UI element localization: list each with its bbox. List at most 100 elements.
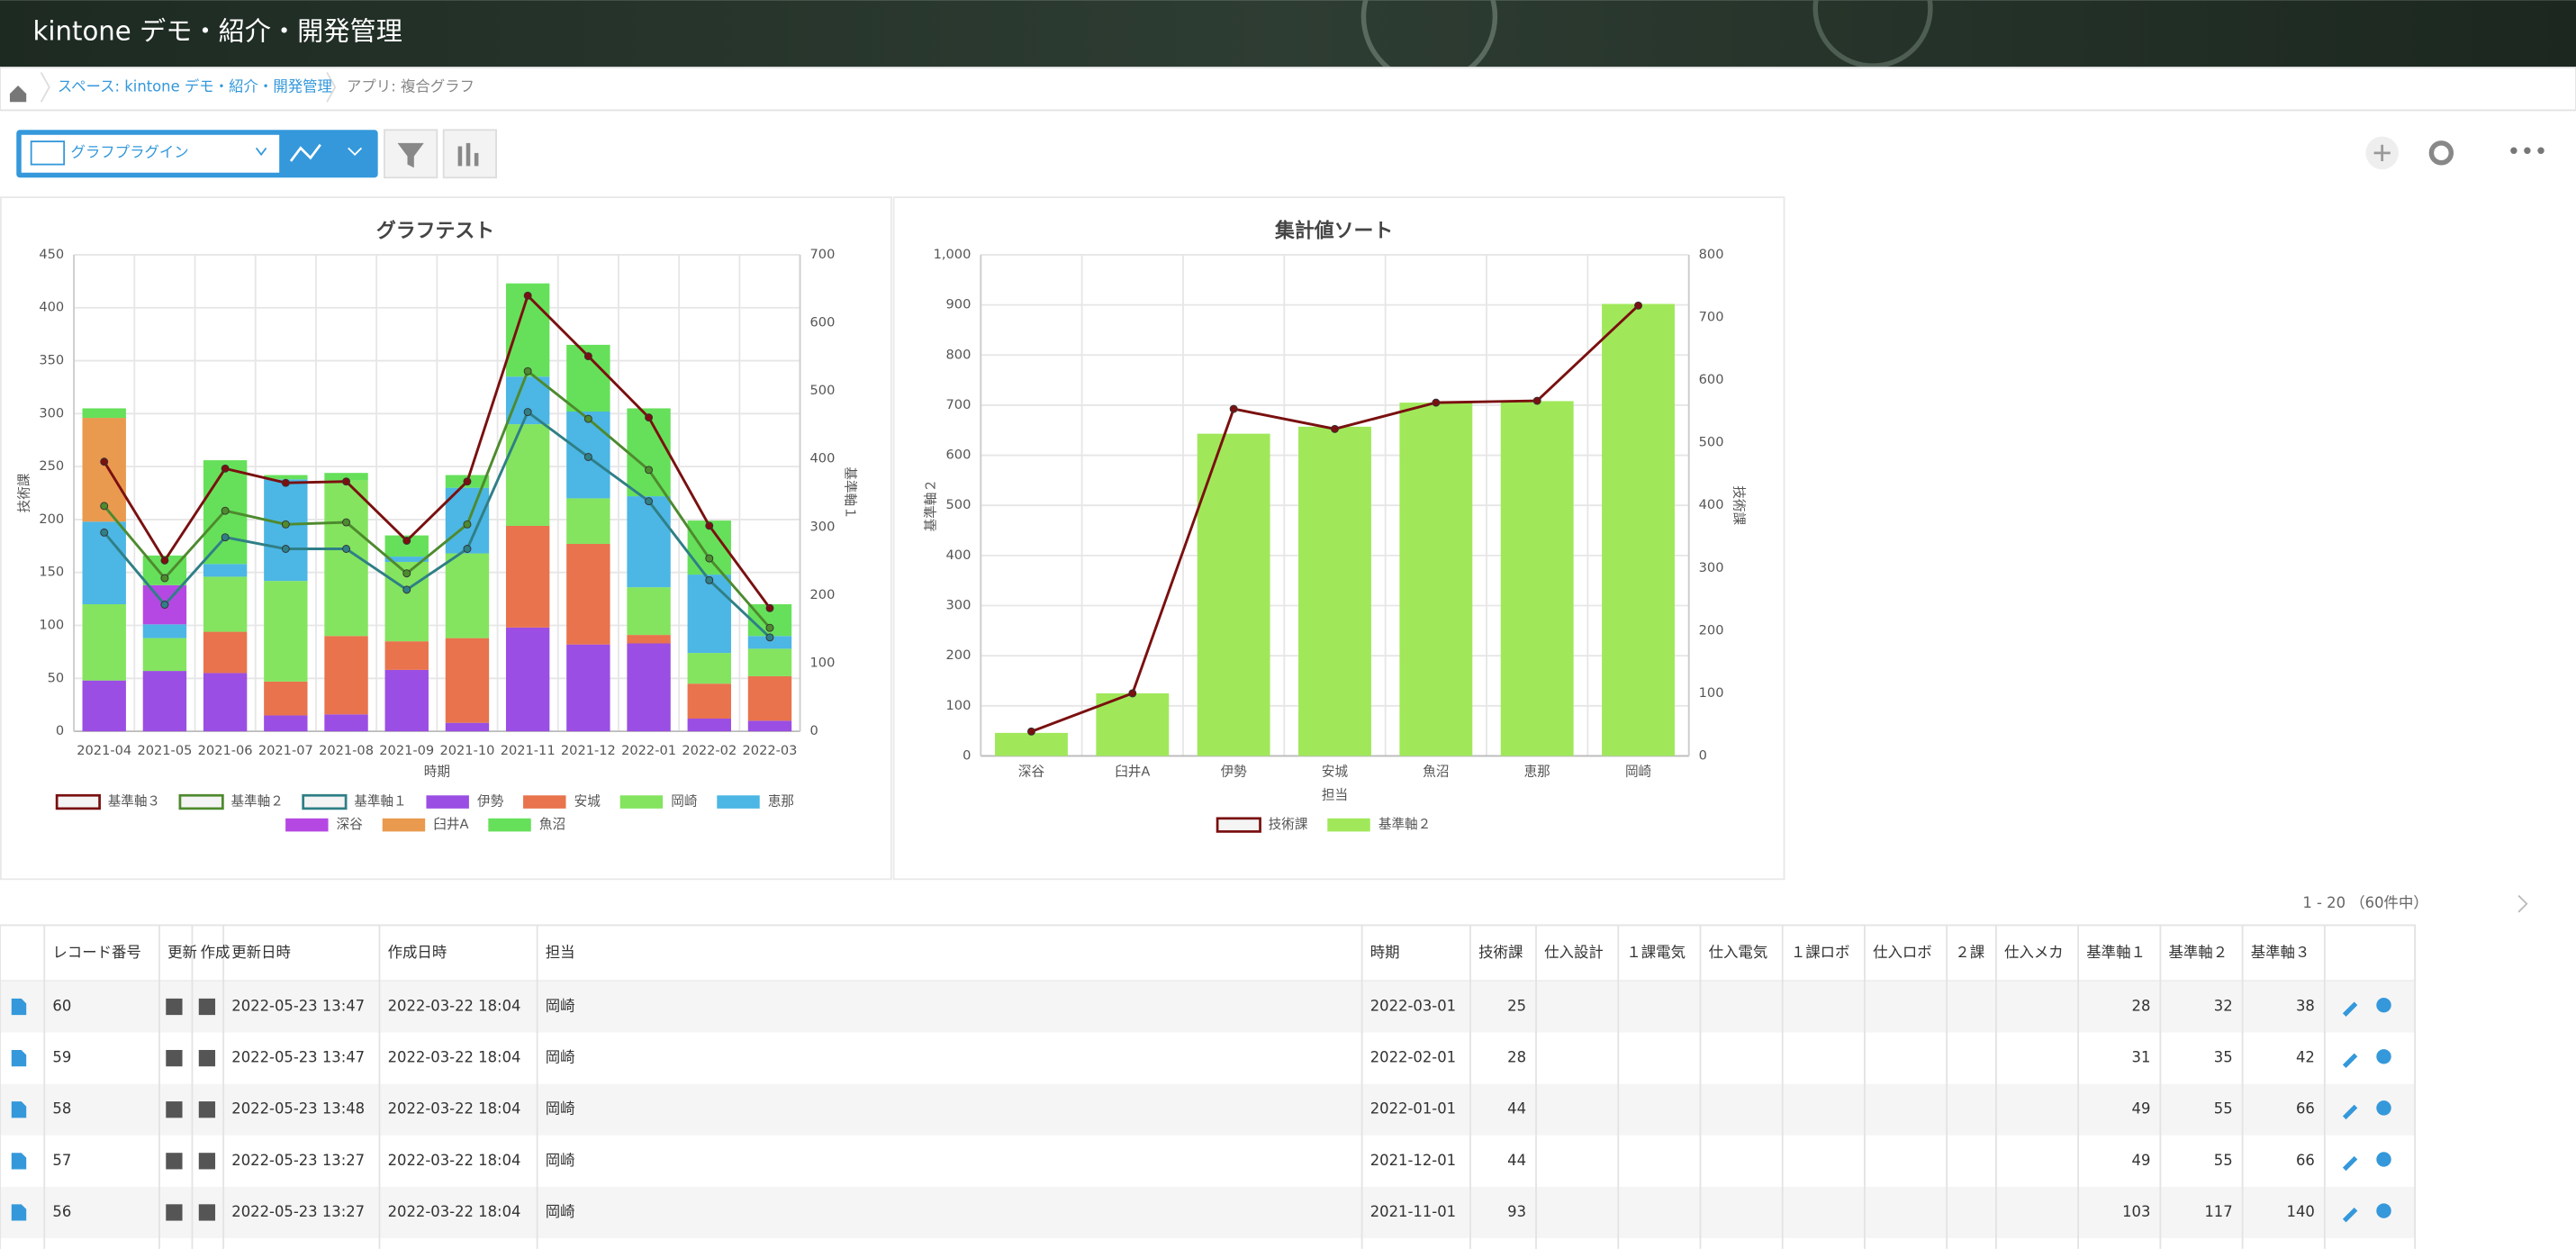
- settings-button[interactable]: [2428, 140, 2454, 166]
- legend-item[interactable]: 基準軸２: [1327, 817, 1431, 832]
- y2-tick-label: 100: [810, 656, 836, 671]
- table-icon: [30, 140, 66, 166]
- line-point: [281, 478, 290, 487]
- delete-button[interactable]: [2376, 997, 2391, 1013]
- bar: [324, 714, 368, 732]
- table-cell: 44: [1507, 1100, 1526, 1118]
- edit-button[interactable]: [2342, 1104, 2358, 1120]
- legend-item[interactable]: 恵那: [717, 794, 794, 810]
- table-cell: 140: [2287, 1203, 2315, 1220]
- legend-swatch: [382, 818, 426, 832]
- edit-button[interactable]: [2342, 1053, 2358, 1069]
- table-cell: 60: [52, 997, 71, 1014]
- bar: [566, 644, 610, 732]
- edit-button[interactable]: [2342, 1001, 2358, 1017]
- next-page[interactable]: [2517, 894, 2528, 913]
- table-cell: 2022-03-22 18:04: [388, 1152, 521, 1169]
- legend-item[interactable]: 安城: [523, 794, 601, 810]
- line-point: [160, 574, 169, 583]
- legend-item[interactable]: 伊勢: [426, 794, 504, 810]
- line-point: [100, 528, 109, 537]
- legend-item[interactable]: 魚沼: [488, 817, 565, 832]
- legend-item[interactable]: 基準軸１: [302, 793, 407, 810]
- bar: [627, 408, 671, 497]
- table-cell: 2022-05-23 13:27: [231, 1152, 365, 1169]
- column-header: 作成: [201, 944, 230, 961]
- column-header: 技術課: [1478, 944, 1523, 961]
- line-point: [645, 497, 654, 506]
- user-icon: [198, 1153, 216, 1170]
- legend-item[interactable]: 岡崎: [619, 794, 698, 810]
- table-cell: 2022-02-01: [1370, 1049, 1456, 1066]
- table-cell: 2022-03-01: [1370, 997, 1456, 1014]
- y-tick-label: 900: [946, 297, 972, 312]
- more-button[interactable]: •••: [2507, 139, 2547, 166]
- bar: [1399, 403, 1473, 756]
- legend-item[interactable]: 深谷: [285, 817, 363, 832]
- breadcrumb-space[interactable]: スペース: kintone デモ・紹介・開発管理: [58, 77, 332, 95]
- line-point: [221, 506, 230, 515]
- user-icon: [166, 1101, 183, 1118]
- bar: [324, 473, 368, 481]
- table-cell: 2022-03-22 18:04: [388, 1100, 521, 1118]
- edit-button[interactable]: [2342, 1207, 2358, 1223]
- bar: [687, 653, 731, 684]
- delete-button[interactable]: [2376, 1203, 2391, 1218]
- line-point: [100, 457, 109, 466]
- legend-item[interactable]: 技術課: [1216, 817, 1308, 833]
- x-tick-label: 臼井A: [1115, 765, 1150, 780]
- line-point: [463, 477, 472, 486]
- record-icon[interactable]: [11, 998, 27, 1016]
- legend-swatch: [302, 793, 348, 810]
- bar: [445, 638, 490, 723]
- table-cell: 2021-12-01: [1370, 1152, 1456, 1169]
- line-point: [160, 601, 169, 609]
- x-tick-label: 安城: [1322, 765, 1349, 780]
- bar: [82, 408, 126, 419]
- record-icon[interactable]: [11, 1204, 27, 1221]
- table-cell: 2022-05-23 13:47: [231, 997, 365, 1014]
- delete-button[interactable]: [2376, 1049, 2391, 1064]
- legend-label: 基準軸３: [108, 794, 160, 810]
- edit-button[interactable]: [2342, 1155, 2358, 1172]
- line-point: [645, 413, 654, 422]
- legend-item[interactable]: 臼井A: [382, 817, 469, 832]
- legend-label: 伊勢: [477, 794, 504, 810]
- table-cell: 58: [52, 1100, 71, 1118]
- table-cell: 2022-05-23 13:47: [231, 1049, 365, 1066]
- legend-label: 基準軸１: [354, 794, 406, 810]
- table-row: [0, 1032, 2416, 1084]
- user-icon: [166, 1204, 183, 1221]
- record-icon[interactable]: [11, 1049, 27, 1067]
- delete-button[interactable]: [2376, 1100, 2391, 1116]
- x-tick-label: 2021-05: [137, 743, 192, 758]
- bar: [1602, 303, 1675, 756]
- legend-swatch: [178, 793, 224, 810]
- record-icon[interactable]: [11, 1101, 27, 1118]
- column-header: 基準軸１: [2086, 944, 2146, 961]
- delete-button[interactable]: [2376, 1152, 2391, 1167]
- legend-swatch: [1327, 818, 1370, 832]
- app-title: kintone デモ・紹介・開発管理: [32, 16, 402, 47]
- bar: [566, 543, 610, 645]
- bar: [384, 557, 429, 562]
- bar: [203, 673, 248, 732]
- user-icon: [166, 1153, 183, 1170]
- chart-type-icon[interactable]: [289, 143, 321, 162]
- y2-tick-label: 0: [810, 723, 818, 738]
- bar: [627, 496, 671, 588]
- record-icon[interactable]: [11, 1153, 27, 1170]
- legend-item[interactable]: 基準軸２: [178, 793, 284, 810]
- bar: [747, 648, 792, 676]
- y2-tick-label: 300: [810, 519, 836, 534]
- table-cell: 55: [2214, 1100, 2233, 1118]
- y-axis-title: 基準軸２: [924, 479, 939, 531]
- column-header: 基準軸２: [2168, 944, 2228, 961]
- bar: [384, 641, 429, 670]
- bar: [505, 627, 550, 732]
- bar: [445, 722, 490, 732]
- view-name[interactable]: グラフプラグイン: [70, 143, 188, 160]
- legend-item[interactable]: 基準軸３: [55, 794, 160, 810]
- line-point: [583, 414, 592, 423]
